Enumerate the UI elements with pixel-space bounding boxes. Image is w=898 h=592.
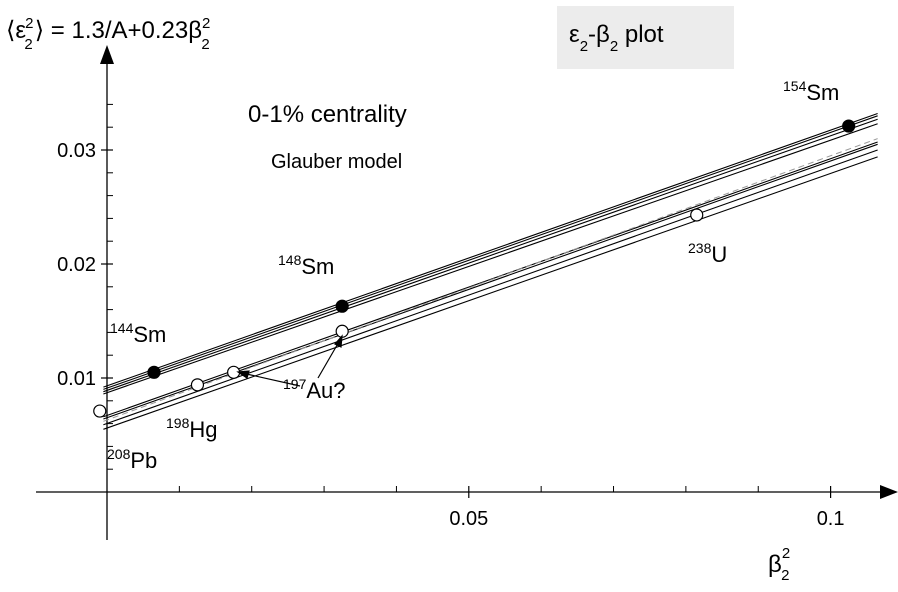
title-open: ⟨ε — [6, 17, 26, 44]
fit-line-6 — [103, 149, 878, 426]
label-sm144: 144Sm — [110, 320, 166, 347]
label-sm144-mass: 144 — [110, 320, 134, 336]
fit-line-1 — [103, 115, 878, 390]
x-tick-label-0: 0.05 — [449, 508, 488, 530]
label-u238: 238U — [688, 240, 727, 267]
label-sm148-mass: 148 — [278, 252, 302, 268]
point-sm148-0-1 — [335, 299, 349, 313]
point-labels: 144Sm 148Sm 154Sm 238U 197Au? 198Hg 208P… — [107, 78, 839, 473]
x-axis-title-sup: 2 — [782, 545, 790, 562]
plot-label-eps: ε — [569, 21, 580, 48]
label-sm154-el: Sm — [806, 80, 839, 105]
point-u238-1-4 — [690, 208, 704, 222]
label-au197-mass: 197 — [283, 376, 307, 392]
label-au197-el: Au? — [306, 378, 345, 403]
fit-line-3 — [103, 123, 878, 395]
axis-ticks: 0.05 0.1 0.01 0.02 0.03 — [57, 103, 845, 530]
label-sm148: 148Sm — [278, 252, 334, 279]
x-tick-label-1: 0.1 — [817, 508, 845, 530]
label-au197: 197Au? — [283, 376, 346, 403]
x-axis-title: β2 2 — [768, 545, 790, 584]
fit-line-5 — [103, 143, 878, 420]
title-sup-2: 2 — [202, 15, 210, 32]
fit-lines — [103, 113, 878, 430]
point-hg198-1-1 — [190, 378, 205, 392]
fit-line-4 — [103, 141, 878, 418]
label-hg198: 198Hg — [166, 415, 217, 442]
title-close: ⟩ = 1.3/A+0.23β — [35, 17, 202, 44]
label-sm148-el: Sm — [301, 254, 334, 279]
y-tick-label-1: 0.02 — [57, 254, 96, 276]
title-sub-1: 2 — [24, 36, 32, 53]
title-sub-2: 2 — [201, 36, 209, 53]
data-points — [93, 119, 856, 418]
centrality-annotation: 0-1% centrality — [248, 101, 407, 128]
chart-title-formula: ⟨ε2 2⟩ = 1.3/A+0.23β2 2 — [6, 15, 210, 53]
au-arrows — [236, 334, 343, 387]
y-tick-label-2: 0.03 — [57, 140, 96, 162]
au-arrow-2-line — [317, 339, 341, 379]
label-sm144-el: Sm — [133, 322, 166, 347]
axes — [36, 58, 886, 540]
label-sm154: 154Sm — [783, 78, 839, 105]
fit-line-2 — [103, 118, 878, 393]
plot-label-beta: -β — [588, 21, 610, 48]
point-pb208-1-0 — [93, 404, 107, 418]
point-sm154-0-2 — [842, 119, 856, 133]
dashed-fit-line — [103, 138, 878, 422]
model-annotation: Glauber model — [271, 151, 402, 173]
y-axis-arrow — [100, 45, 114, 64]
au-arrow-1-head — [236, 370, 250, 379]
label-hg198-mass: 198 — [166, 415, 190, 431]
label-pb208: 208Pb — [107, 446, 157, 473]
label-pb208-mass: 208 — [107, 446, 131, 462]
plot-label: ε2-β2 plot — [569, 21, 664, 55]
x-axis-title-sub: 2 — [781, 567, 789, 584]
label-hg198-el: Hg — [189, 417, 217, 442]
fit-line-7 — [103, 156, 878, 430]
label-u238-el: U — [711, 242, 727, 267]
plot-label-beta-sub: 2 — [610, 38, 618, 55]
y-tick-label-0: 0.01 — [57, 368, 96, 390]
plot-label-eps-sub: 2 — [580, 38, 588, 55]
au-arrow-1-line — [241, 372, 301, 387]
au-arrow-2-head — [334, 334, 343, 348]
label-sm154-mass: 154 — [783, 78, 807, 94]
x-axis-arrow — [880, 485, 898, 499]
label-u238-mass: 238 — [688, 240, 712, 256]
point-sm144-0-0 — [147, 365, 161, 379]
title-sup-1: 2 — [25, 15, 33, 32]
plot-label-box — [557, 6, 734, 69]
x-axis-title-base: β — [768, 551, 782, 578]
label-pb208-el: Pb — [130, 448, 157, 473]
plot-label-rest: plot — [618, 21, 664, 48]
fit-line-0 — [103, 113, 878, 388]
